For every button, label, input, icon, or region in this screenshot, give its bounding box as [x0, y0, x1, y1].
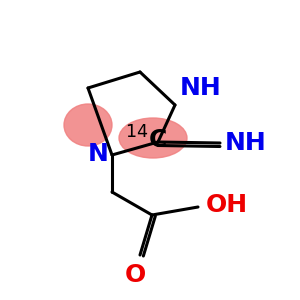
Ellipse shape — [119, 118, 187, 158]
Text: N: N — [88, 142, 109, 166]
Text: NH: NH — [180, 76, 222, 100]
Text: OH: OH — [206, 193, 248, 217]
Text: O: O — [124, 263, 146, 287]
Text: NH: NH — [225, 131, 267, 155]
Ellipse shape — [64, 104, 112, 146]
Text: $^{14}$C: $^{14}$C — [125, 126, 167, 154]
